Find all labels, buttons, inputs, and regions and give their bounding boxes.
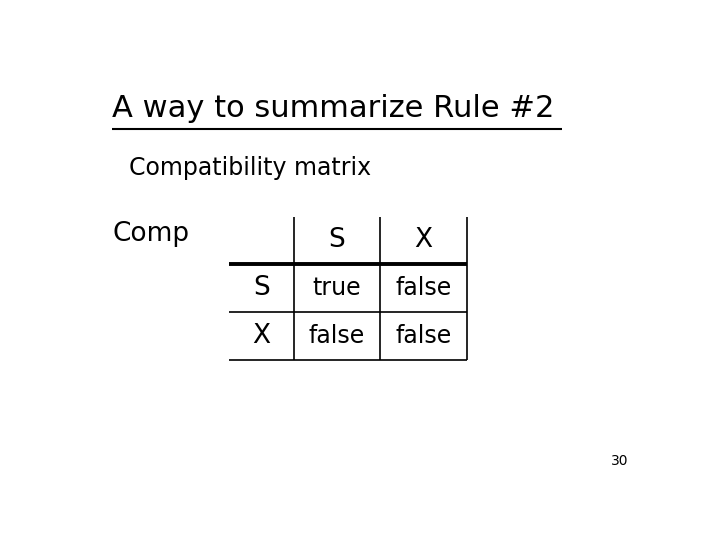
Text: X: X [414, 227, 433, 253]
Text: S: S [253, 275, 269, 301]
Text: true: true [312, 276, 361, 300]
Text: false: false [309, 324, 365, 348]
Text: A way to summarize Rule #2: A way to summarize Rule #2 [112, 94, 554, 123]
Text: 30: 30 [611, 454, 629, 468]
Text: Compatibility matrix: Compatibility matrix [129, 156, 372, 180]
Text: S: S [328, 227, 346, 253]
Text: false: false [395, 276, 451, 300]
Text: Comp: Comp [112, 221, 189, 247]
Text: false: false [395, 324, 451, 348]
Text: X: X [252, 323, 270, 349]
